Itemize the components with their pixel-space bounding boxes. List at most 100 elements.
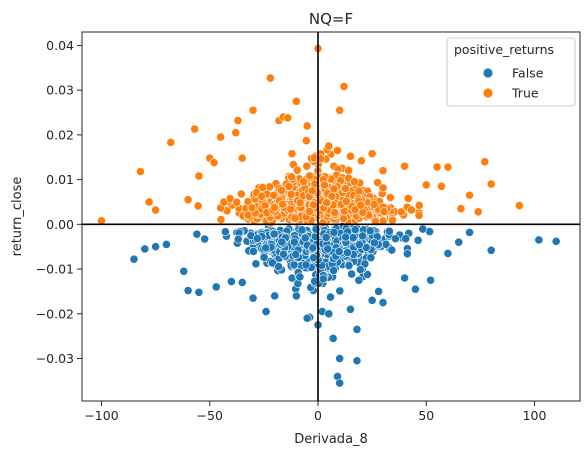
scatter-point-false	[362, 270, 372, 279]
scatter-point-false	[352, 325, 362, 334]
scatter-point-true	[341, 197, 351, 206]
scatter-point-false	[400, 273, 410, 283]
scatter-point-true	[287, 149, 297, 159]
scatter-point-true	[286, 189, 296, 199]
scatter-point-true	[367, 149, 377, 159]
series-true-points	[97, 44, 524, 228]
scatter-point-true	[302, 121, 312, 131]
y-tick-label: −0.02	[36, 306, 74, 321]
scatter-point-false	[162, 240, 171, 249]
scatter-point-false	[355, 265, 365, 275]
scatter-point-true	[388, 215, 397, 225]
scatter-point-false	[289, 260, 299, 270]
scatter-point-true	[333, 146, 342, 155]
scatter-point-false	[343, 248, 352, 258]
scatter-point-false	[192, 229, 202, 239]
scatter-point-true	[335, 105, 345, 115]
y-tick-label: 0.00	[46, 217, 74, 232]
scatter-point-true	[237, 153, 247, 163]
scatter-point-true	[283, 113, 293, 123]
scatter-point-false	[384, 226, 394, 236]
scatter-point-true	[292, 165, 302, 175]
x-tick-label: 50	[418, 408, 434, 423]
series-false-points	[129, 221, 561, 388]
scatter-point-true	[356, 156, 366, 166]
scatter-point-true	[414, 211, 424, 220]
scatter-point-false	[321, 233, 331, 242]
scatter-point-false	[354, 275, 364, 285]
scatter-point-true	[302, 161, 312, 171]
scatter-point-false	[390, 234, 400, 244]
scatter-point-false	[348, 233, 358, 243]
scatter-point-true	[290, 213, 300, 223]
scatter-point-true	[403, 193, 413, 203]
legend-marker-true	[482, 87, 494, 99]
y-tick-label: 0.03	[46, 83, 74, 98]
scatter-point-false	[302, 313, 312, 323]
scatter-point-true	[324, 141, 334, 151]
scatter-point-false	[251, 259, 261, 269]
legend-title: positive_returns	[454, 42, 554, 57]
scatter-point-true	[278, 199, 288, 209]
scatter-point-false	[279, 249, 288, 259]
scatter-point-true	[414, 200, 424, 210]
scatter-point-true	[257, 191, 267, 201]
y-tick-label: −0.01	[36, 262, 74, 277]
scatter-point-true	[396, 207, 406, 217]
scatter-point-false	[309, 253, 318, 263]
scatter-point-true	[443, 162, 453, 172]
scatter-point-false	[259, 252, 269, 262]
scatter-point-false	[374, 287, 384, 296]
scatter-point-false	[418, 224, 428, 234]
scatter-point-false	[140, 244, 150, 254]
scatter-point-true	[299, 177, 309, 187]
scatter-point-true	[486, 179, 496, 189]
x-axis-ticks: −100 −50 0 50 100	[84, 401, 547, 423]
scatter-point-true	[437, 181, 446, 191]
scatter-point-false	[323, 244, 333, 254]
scatter-point-true	[284, 182, 294, 191]
legend-box	[446, 37, 576, 107]
scatter-point-false	[151, 242, 161, 252]
scatter-point-true	[322, 198, 332, 208]
scatter-point-false	[194, 287, 204, 297]
scatter-point-true	[356, 200, 366, 210]
scatter-point-false	[269, 229, 279, 239]
chart-title: NQ=F	[309, 10, 353, 28]
scatter-point-true	[287, 172, 296, 182]
scatter-point-false	[426, 275, 435, 285]
scatter-point-true	[236, 189, 246, 199]
scatter-point-true	[233, 116, 243, 125]
scatter-point-false	[335, 378, 345, 388]
scatter-point-false	[341, 232, 351, 242]
scatter-point-true	[421, 180, 431, 190]
scatter-point-true	[183, 195, 193, 205]
scatter-point-true	[216, 132, 225, 142]
scatter-point-true	[166, 138, 176, 147]
scatter-point-true	[231, 128, 241, 138]
scatter-point-true	[270, 203, 279, 212]
scatter-point-true	[308, 186, 317, 196]
scatter-point-true	[330, 208, 340, 217]
scatter-point-true	[456, 204, 466, 214]
scatter-point-true	[305, 171, 315, 181]
scatter-point-true	[407, 205, 416, 215]
scatter-point-true	[369, 199, 379, 209]
y-axis-label: return_close	[10, 177, 25, 257]
x-tick-label: −50	[197, 408, 223, 423]
scatter-point-false	[297, 225, 307, 235]
scatter-point-false	[301, 260, 311, 270]
scatter-point-false	[378, 298, 388, 307]
scatter-point-false	[308, 243, 318, 253]
scatter-point-false	[350, 225, 360, 235]
scatter-point-false	[369, 238, 379, 248]
scatter-point-true	[358, 207, 368, 217]
legend: positive_returns False True	[446, 37, 576, 107]
scatter-point-false	[261, 307, 271, 316]
scatter-point-false	[220, 227, 230, 237]
scatter-point-true	[277, 185, 286, 195]
scatter-point-true	[305, 207, 314, 216]
scatter-point-false	[252, 234, 262, 244]
scatter-point-false	[335, 354, 345, 363]
scatter-point-false	[226, 277, 236, 286]
